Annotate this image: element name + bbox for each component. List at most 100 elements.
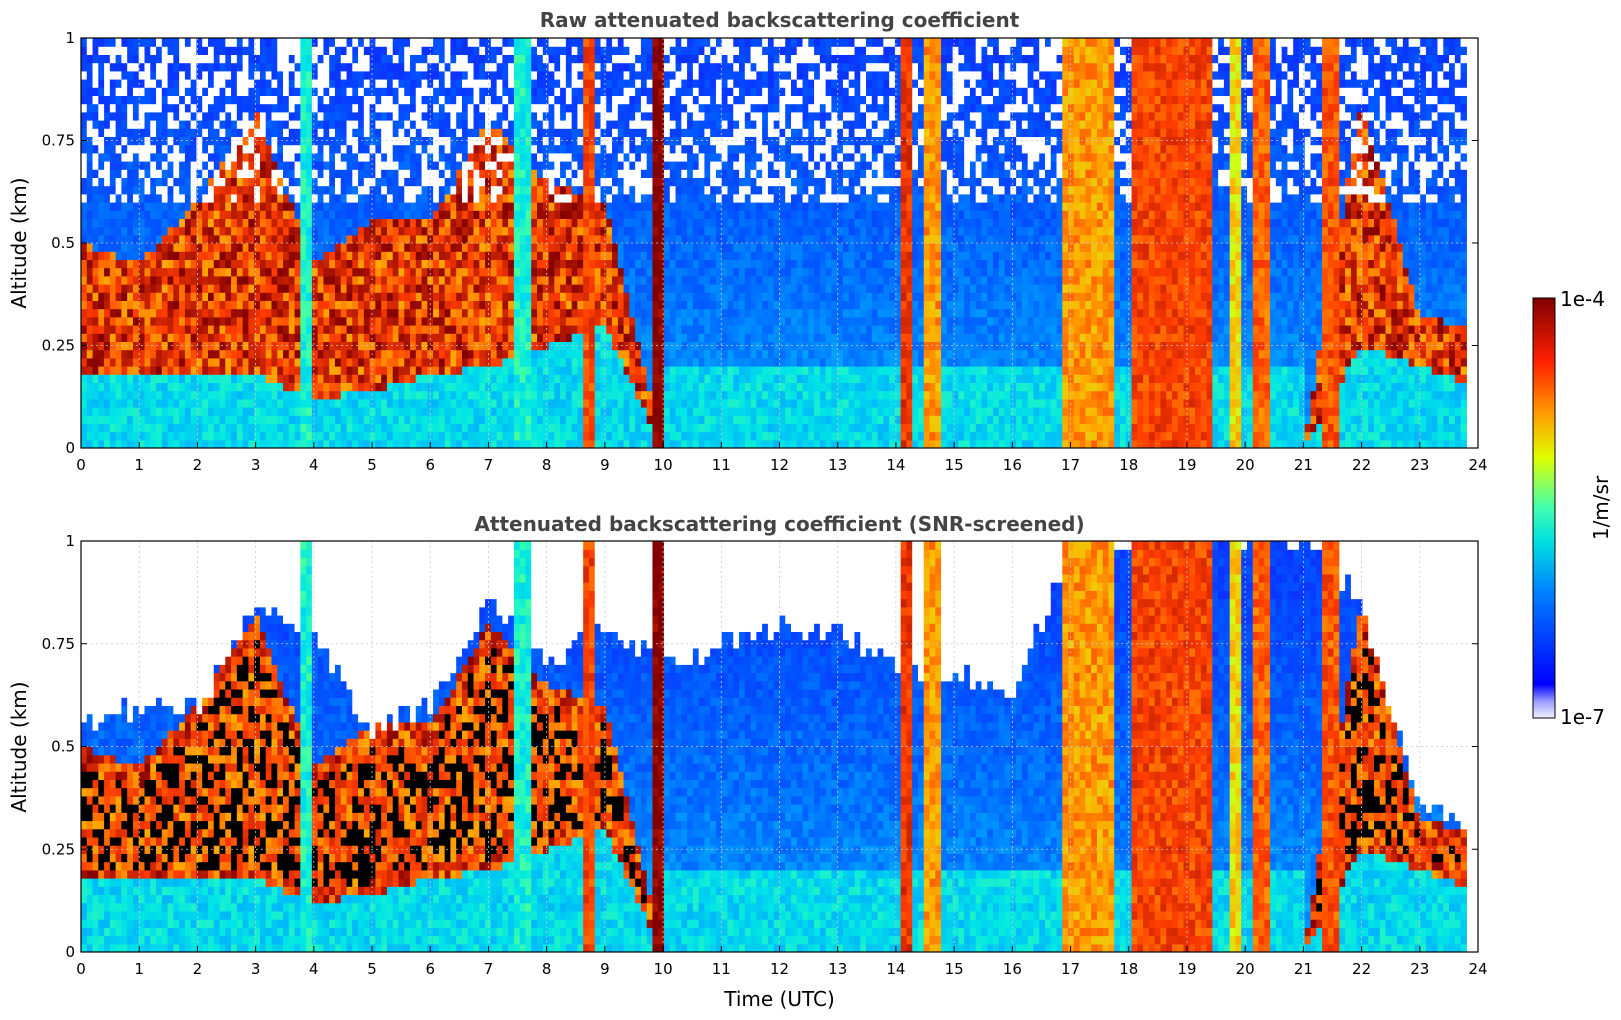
heatmap-cell: [283, 111, 290, 121]
heatmap-cell: [640, 38, 648, 47]
heatmap-cell: [248, 128, 255, 137]
heatmap-cell: [652, 398, 659, 408]
heatmap-cell: [109, 431, 117, 441]
heatmap-cell: [283, 226, 290, 236]
heatmap-cell: [456, 193, 463, 203]
heatmap-cell: [594, 259, 602, 269]
heatmap-cell: [138, 243, 146, 252]
heatmap-cell: [156, 120, 163, 129]
heatmap-cell: [461, 70, 469, 80]
heatmap-cell: [519, 70, 527, 80]
heatmap-cell: [242, 193, 249, 203]
heatmap-cell: [184, 202, 192, 211]
heatmap-cell: [323, 267, 330, 277]
heatmap-cell: [415, 95, 423, 105]
heatmap-cell: [363, 87, 371, 96]
heatmap-cell: [138, 349, 146, 359]
heatmap-cell: [213, 300, 221, 310]
heatmap-cell: [548, 177, 555, 187]
heatmap-cell: [629, 210, 636, 219]
heatmap-cell: [306, 79, 313, 88]
heatmap-cell: [109, 95, 117, 105]
heatmap-cell: [635, 374, 642, 383]
heatmap-cell: [213, 398, 221, 408]
heatmap-cell: [104, 390, 111, 400]
heatmap-cell: [525, 357, 532, 367]
heatmap-cell: [92, 415, 99, 424]
heatmap-cell: [219, 152, 226, 162]
heatmap-cell: [317, 79, 325, 88]
heatmap-cell: [531, 177, 538, 187]
heatmap-cell: [600, 120, 607, 129]
heatmap-cell: [548, 54, 555, 64]
heatmap-cell: [421, 144, 428, 154]
heatmap-cell: [161, 226, 169, 236]
heatmap-cell: [352, 382, 359, 392]
heatmap-cell: [104, 54, 111, 64]
heatmap-cell: [537, 267, 544, 277]
heatmap-cell: [167, 128, 174, 137]
heatmap-cell: [623, 120, 630, 129]
heatmap-cell: [461, 38, 469, 47]
heatmap-cell: [196, 185, 203, 195]
heatmap-cell: [548, 431, 555, 441]
heatmap-cell: [207, 185, 215, 195]
heatmap-cell: [542, 79, 550, 88]
heatmap-cell: [623, 103, 630, 113]
heatmap-cell: [421, 87, 428, 96]
heatmap-cell: [646, 79, 654, 88]
heatmap-cell: [496, 95, 503, 105]
heatmap-cell: [306, 210, 313, 219]
heatmap-cell: [300, 202, 307, 211]
heatmap-cell: [236, 152, 244, 162]
heatmap-cell: [265, 218, 273, 228]
heatmap-cell: [340, 267, 348, 277]
heatmap-cell: [577, 275, 584, 285]
heatmap-cell: [461, 275, 469, 285]
heatmap-cell: [600, 292, 607, 301]
heatmap-cell: [213, 202, 221, 211]
heatmap-cell: [98, 54, 105, 64]
heatmap-cell: [231, 341, 238, 351]
heatmap-cell: [629, 103, 636, 113]
heatmap-cell: [311, 210, 319, 219]
heatmap-cell: [150, 431, 157, 441]
heatmap-cell: [231, 95, 238, 105]
heatmap-cell: [635, 193, 642, 203]
heatmap-cell: [554, 259, 561, 269]
heatmap-cell: [588, 267, 596, 277]
heatmap-cell: [612, 374, 619, 383]
heatmap-cell: [329, 95, 336, 105]
heatmap-cell: [548, 169, 555, 178]
heatmap-cell: [588, 128, 596, 137]
heatmap-cell: [150, 292, 157, 301]
heatmap-cell: [646, 349, 654, 359]
heatmap-cell: [398, 366, 405, 375]
heatmap-cell: [588, 390, 596, 400]
heatmap-cell: [271, 161, 278, 170]
heatmap-cell: [369, 333, 376, 342]
heatmap-cell: [571, 325, 579, 334]
heatmap-cell: [542, 357, 550, 367]
heatmap-cell: [508, 284, 515, 293]
heatmap-cell: [109, 284, 117, 293]
heatmap-cell: [427, 407, 434, 416]
heatmap-cell: [259, 210, 267, 219]
heatmap-cell: [173, 210, 180, 219]
heatmap-cell: [306, 349, 313, 359]
heatmap-cell: [473, 267, 480, 277]
heatmap-cell: [433, 325, 440, 334]
heatmap-cell: [81, 275, 88, 285]
heatmap-cell: [496, 366, 503, 375]
heatmap-cell: [548, 144, 555, 154]
heatmap-cell: [306, 275, 313, 285]
heatmap-cell: [531, 390, 538, 400]
heatmap-cell: [265, 62, 273, 72]
heatmap-cell: [248, 308, 255, 318]
heatmap-cell: [167, 382, 174, 392]
heatmap-cell: [334, 111, 342, 121]
heatmap-cell: [594, 152, 602, 162]
heatmap-cell: [640, 439, 648, 448]
heatmap-cell: [311, 120, 319, 129]
heatmap-cell: [283, 390, 290, 400]
